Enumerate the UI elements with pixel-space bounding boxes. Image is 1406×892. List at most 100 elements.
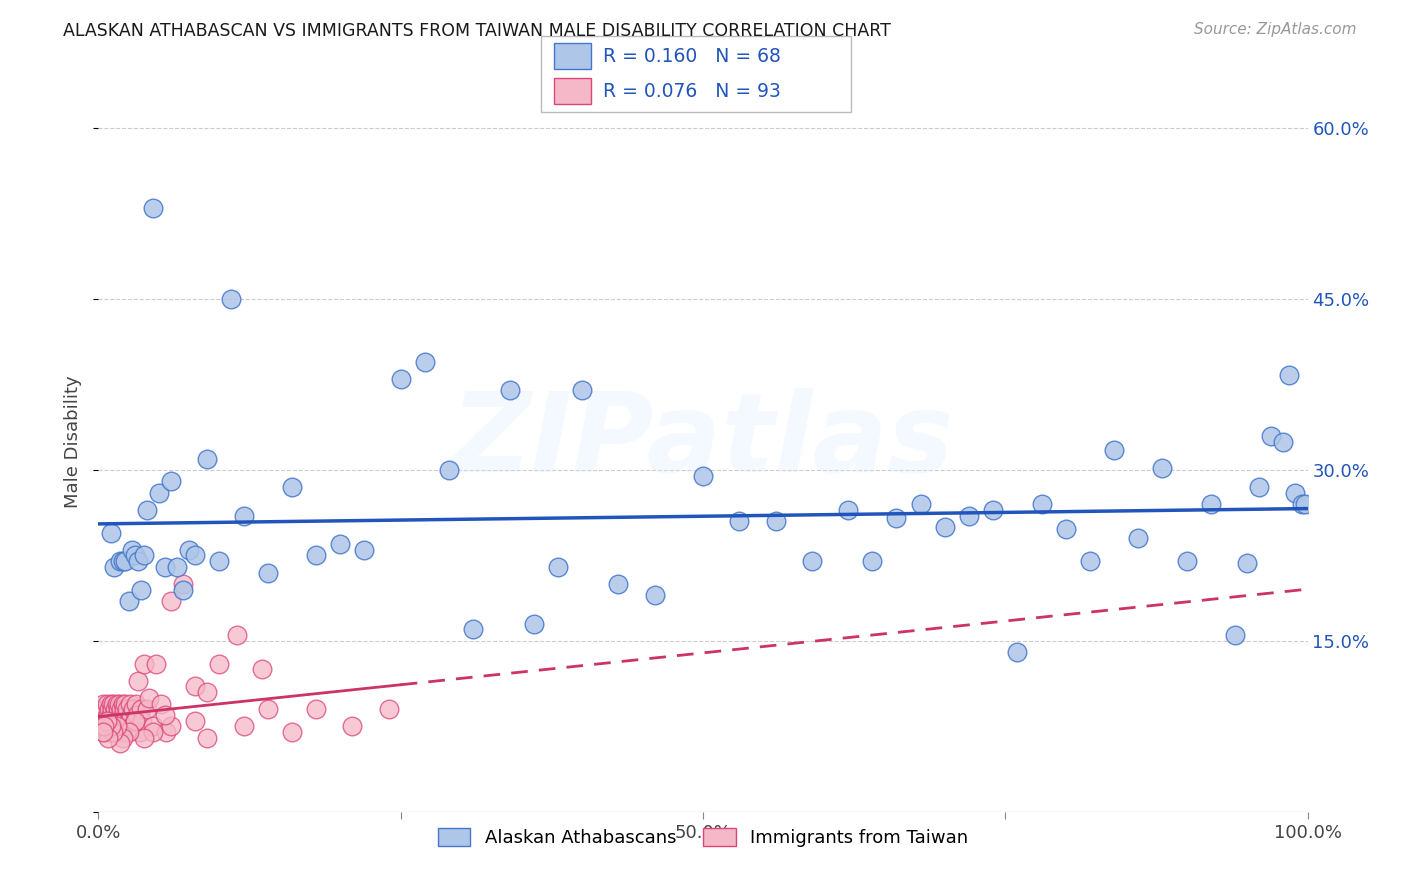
Point — [142, 719, 165, 733]
Text: R = 0.076   N = 93: R = 0.076 N = 93 — [603, 81, 782, 101]
Point — [111, 697, 134, 711]
Point — [100, 719, 122, 733]
Point — [547, 559, 569, 574]
Text: Source: ZipAtlas.com: Source: ZipAtlas.com — [1194, 22, 1357, 37]
Point — [129, 582, 152, 597]
Point — [195, 685, 218, 699]
Point — [437, 463, 460, 477]
Point — [1199, 497, 1222, 511]
Point — [145, 657, 167, 671]
Point — [111, 731, 134, 745]
Point — [134, 549, 156, 563]
Point — [120, 707, 142, 722]
Point — [108, 697, 131, 711]
Point — [104, 702, 127, 716]
Point — [103, 725, 125, 739]
Point — [124, 549, 146, 563]
Point — [105, 707, 128, 722]
Point — [413, 355, 436, 369]
Point — [305, 702, 328, 716]
Point — [1175, 554, 1198, 568]
Point — [1278, 368, 1301, 383]
Point — [256, 566, 278, 580]
Point — [523, 616, 546, 631]
Point — [1260, 429, 1282, 443]
Point — [91, 719, 114, 733]
Point — [103, 559, 125, 574]
Point — [184, 549, 207, 563]
Point — [111, 707, 134, 722]
Point — [91, 725, 114, 739]
Point — [118, 594, 141, 608]
Point — [800, 554, 823, 568]
Point — [94, 719, 117, 733]
Point — [463, 623, 485, 637]
Point — [172, 577, 194, 591]
Bar — [554, 78, 591, 104]
Point — [118, 697, 141, 711]
Point — [100, 525, 122, 540]
Point — [93, 707, 115, 722]
Point — [934, 520, 956, 534]
Point — [138, 690, 160, 705]
Point — [342, 719, 364, 733]
Point — [122, 702, 145, 716]
Point — [226, 628, 249, 642]
Point — [195, 451, 218, 466]
Point — [250, 662, 273, 676]
Point — [256, 702, 278, 716]
Point — [160, 719, 183, 733]
Point — [96, 697, 118, 711]
Point — [172, 582, 194, 597]
Point — [93, 725, 115, 739]
Point — [121, 719, 143, 733]
Point — [112, 719, 135, 733]
Point — [127, 554, 149, 568]
Point — [101, 714, 124, 728]
Point — [94, 702, 117, 716]
Point — [1294, 497, 1316, 511]
Point — [377, 702, 399, 716]
Point — [111, 554, 134, 568]
Text: ZIPatlas: ZIPatlas — [451, 388, 955, 495]
Point — [184, 714, 207, 728]
Point — [115, 725, 138, 739]
Point — [115, 707, 138, 722]
Point — [100, 702, 122, 716]
Point — [105, 697, 128, 711]
Point — [121, 542, 143, 557]
Point — [91, 714, 114, 728]
Point — [148, 485, 170, 500]
Point — [127, 673, 149, 688]
Point — [281, 480, 304, 494]
Point — [124, 714, 146, 728]
Point — [150, 697, 173, 711]
Point — [1284, 485, 1306, 500]
Point — [107, 719, 129, 733]
Point — [160, 475, 183, 489]
Point — [108, 736, 131, 750]
Point — [498, 384, 520, 398]
Point — [127, 707, 149, 722]
Point — [112, 702, 135, 716]
Point — [97, 725, 120, 739]
Point — [1007, 645, 1029, 659]
Point — [329, 537, 352, 551]
Point — [100, 707, 122, 722]
Point — [118, 714, 141, 728]
Point — [142, 201, 165, 215]
Point — [97, 707, 120, 722]
Point — [153, 707, 176, 722]
Point — [114, 554, 136, 568]
Bar — [554, 44, 591, 69]
Point — [981, 503, 1004, 517]
Point — [114, 697, 136, 711]
Point — [179, 542, 201, 557]
Point — [644, 588, 666, 602]
Point — [305, 549, 328, 563]
Text: ALASKAN ATHABASCAN VS IMMIGRANTS FROM TAIWAN MALE DISABILITY CORRELATION CHART: ALASKAN ATHABASCAN VS IMMIGRANTS FROM TA… — [63, 22, 891, 40]
Point — [1054, 522, 1077, 536]
Point — [135, 503, 157, 517]
Point — [107, 702, 129, 716]
Point — [957, 508, 980, 523]
